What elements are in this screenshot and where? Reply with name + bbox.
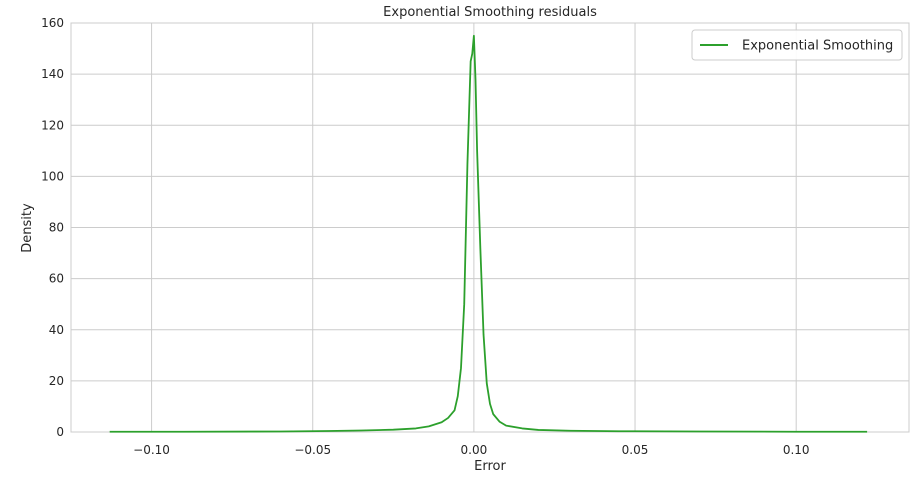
series-line [109, 34, 868, 433]
y-axis-label: Density [20, 203, 35, 253]
y-tick-label: 100 [41, 169, 64, 183]
x-axis-label: Error [474, 459, 506, 474]
y-tick-label: 140 [41, 67, 64, 81]
plot-frame [70, 22, 910, 433]
legend-box [691, 29, 903, 61]
x-tick-label: 0.00 [461, 443, 488, 457]
y-tick-label: 20 [49, 374, 64, 388]
chart-title: Exponential Smoothing residuals [383, 5, 597, 20]
y-tick-label: 160 [41, 16, 64, 30]
x-tick-label: 0.10 [783, 443, 810, 457]
y-tick-label: 80 [49, 221, 64, 235]
x-tick-label: −0.05 [294, 443, 331, 457]
y-axis-ticks: 0 20 40 60 80 100 120 140 160 [41, 16, 64, 439]
y-tick-label: 60 [49, 272, 64, 286]
y-tick-label: 120 [41, 118, 64, 132]
x-tick-label: 0.05 [622, 443, 649, 457]
x-axis-ticks: −0.10 −0.05 0.00 0.05 0.10 [133, 443, 809, 457]
legend: Exponential Smoothing [691, 29, 903, 61]
y-tick-label: 40 [49, 323, 64, 337]
x-tick-label: −0.10 [133, 443, 170, 457]
series-layer [109, 34, 868, 433]
y-tick-label: 0 [56, 425, 64, 439]
legend-entry-label: Exponential Smoothing [742, 39, 893, 54]
